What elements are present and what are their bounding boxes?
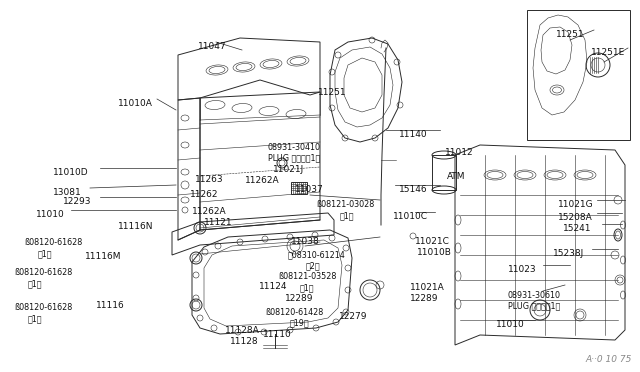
Text: 11010: 11010 [496,320,525,329]
Text: 11021C: 11021C [415,237,450,246]
Text: ß08121-03528: ß08121-03528 [278,272,337,281]
Text: ATM: ATM [447,172,465,181]
Text: 11251: 11251 [556,30,584,39]
Text: 12289: 12289 [410,294,438,303]
Text: 11262A: 11262A [245,176,280,185]
Text: （1）: （1） [28,279,42,288]
Text: 11251: 11251 [318,88,347,97]
Text: Ⓝ08310-61214: Ⓝ08310-61214 [288,250,346,259]
Text: 15238J: 15238J [553,249,584,258]
Text: 11010A: 11010A [118,99,153,108]
Bar [432,155,456,190]
Text: 15241: 15241 [563,224,591,233]
Text: 11021J: 11021J [273,165,304,174]
Text: A··0 10 75: A··0 10 75 [586,355,632,364]
Text: 08931-30410: 08931-30410 [268,143,321,152]
Text: 12293: 12293 [63,197,92,206]
Text: PLUG プラグ（1）: PLUG プラグ（1） [268,153,320,162]
Text: 11116: 11116 [96,301,125,310]
Text: 11263: 11263 [195,175,223,184]
Text: 11251E: 11251E [591,48,625,57]
Text: 11116M: 11116M [85,252,122,261]
Text: 11023: 11023 [508,265,536,274]
Text: 11128A: 11128A [225,326,260,335]
Text: ß08120-61628: ß08120-61628 [14,268,72,277]
Text: 08931-30610: 08931-30610 [508,291,561,300]
Text: 11038: 11038 [291,237,320,246]
Text: 15208A: 15208A [558,213,593,222]
Text: 11012: 11012 [445,148,474,157]
Text: 11021A: 11021A [410,283,445,292]
Text: （1）: （1） [340,211,355,220]
Text: 11021G: 11021G [558,200,594,209]
Text: 11037: 11037 [295,185,324,194]
Text: 12289: 12289 [285,294,314,303]
Text: （19）: （19） [290,318,310,327]
Text: 11128: 11128 [230,337,259,346]
Text: 11010: 11010 [36,210,65,219]
Text: （1）: （1） [38,249,52,258]
Text: 11124: 11124 [259,282,287,291]
Text: 11110: 11110 [263,330,292,339]
Text: 11047: 11047 [198,42,227,51]
Text: PLUG プラグ（1）: PLUG プラグ（1） [508,301,560,310]
Text: （2）: （2） [306,261,321,270]
Text: 11121: 11121 [204,218,232,227]
Bar [291,182,307,194]
Text: ß08121-03028: ß08121-03028 [316,200,374,209]
Text: 15146: 15146 [399,185,428,194]
Text: 13081: 13081 [53,188,82,197]
Text: ß08120-61628: ß08120-61628 [24,238,83,247]
Text: （1）: （1） [300,283,314,292]
Text: 11262: 11262 [190,190,218,199]
Text: 11010B: 11010B [417,248,452,257]
Text: 11010D: 11010D [53,168,88,177]
Bar [527,10,630,140]
Text: （1）: （1） [28,314,42,323]
Text: 12279: 12279 [339,312,367,321]
Text: 11116N: 11116N [118,222,154,231]
Text: ß08120-61428: ß08120-61428 [265,308,323,317]
Text: ß08120-61628: ß08120-61628 [14,303,72,312]
Text: 11010C: 11010C [393,212,428,221]
Text: 11140: 11140 [399,130,428,139]
Text: 11262A: 11262A [192,207,227,216]
